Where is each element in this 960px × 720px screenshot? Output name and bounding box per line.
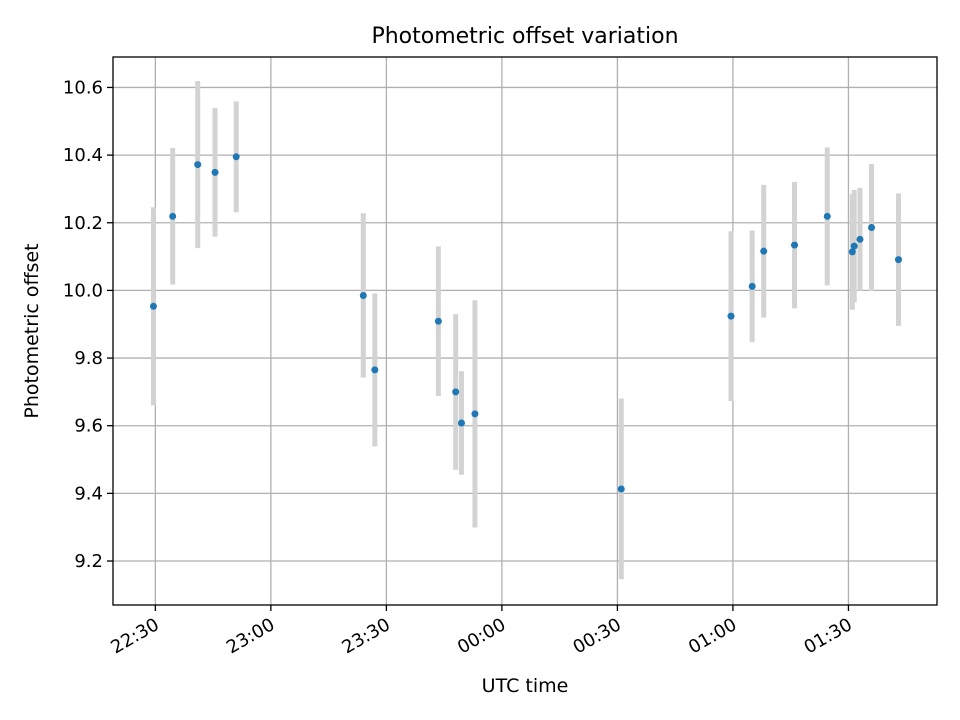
y-tick-label: 10.6 <box>63 77 103 98</box>
data-point <box>894 256 902 264</box>
y-tick-label: 9.2 <box>74 551 103 572</box>
data-point <box>359 291 367 299</box>
data-point <box>760 247 768 255</box>
data-point <box>848 248 856 256</box>
data-point <box>868 223 876 231</box>
data-point <box>856 235 864 243</box>
data-point <box>471 410 479 418</box>
data-point <box>823 212 831 220</box>
data-point <box>149 302 157 310</box>
y-axis-title: Photometric offset <box>21 243 43 418</box>
plot-frame <box>112 56 938 606</box>
data-point <box>194 161 202 169</box>
y-axis: 9.2 9.4 9.6 9.8 10.0 10.2 10.4 10.6 <box>63 77 113 572</box>
y-tick-label: 9.4 <box>74 483 103 504</box>
data-point <box>371 366 379 374</box>
data-point <box>850 242 858 250</box>
data-point <box>434 317 442 325</box>
data-point <box>748 282 756 290</box>
data-point <box>617 485 625 493</box>
data-point <box>457 419 465 427</box>
x-axis-title: UTC time <box>482 675 569 697</box>
data-point <box>232 153 240 161</box>
y-tick-label: 10.2 <box>63 213 103 234</box>
y-tick-label: 10.0 <box>63 280 103 301</box>
y-tick-label: 9.6 <box>74 416 103 437</box>
data-point <box>211 168 219 176</box>
data-point <box>169 212 177 220</box>
data-point <box>452 388 460 396</box>
data-markers <box>149 153 902 493</box>
data-point <box>791 241 799 249</box>
y-tick-label: 9.8 <box>74 348 103 369</box>
chart-title: Photometric offset variation <box>371 24 678 49</box>
y-tick-label: 10.4 <box>63 145 103 166</box>
data-point <box>727 312 735 320</box>
